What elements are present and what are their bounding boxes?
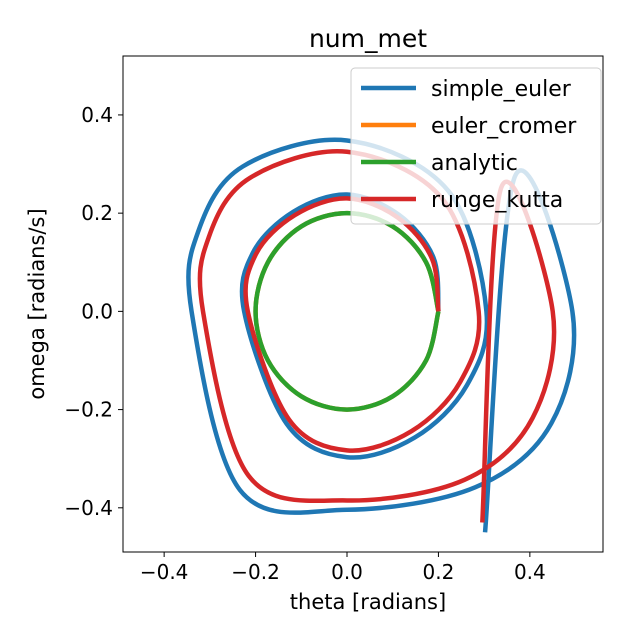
y-tick-label: 0.0 [81, 299, 113, 323]
series-line-simple-euler [186, 137, 577, 533]
x-tick-label: 0.2 [423, 560, 455, 584]
y-axis: −0.4 −0.2 0.0 0.2 0.4 [64, 103, 123, 520]
y-tick-label: −0.4 [64, 496, 113, 520]
x-tick-label: −0.2 [231, 560, 280, 584]
series-line-analytic [253, 210, 441, 412]
y-tick-label: 0.4 [81, 103, 113, 127]
plot-frame [122, 55, 604, 553]
x-tick-label: −0.4 [140, 560, 189, 584]
y-tick-label: 0.2 [81, 201, 113, 225]
legend: simple_euler euler_cromer analytic runge_ku… [350, 67, 602, 225]
x-axis: −0.4 −0.2 0.0 0.2 0.4 [140, 552, 546, 584]
y-axis-label: omega [radians/s] [25, 208, 49, 399]
x-axis-label: theta [radians] [290, 590, 446, 614]
legend-label-simple-euler: simple_euler [431, 77, 572, 102]
legend-label-euler-cromer: euler_cromer [431, 114, 577, 139]
y-tick-label: −0.2 [64, 398, 113, 422]
x-tick-label: 0.4 [514, 560, 546, 584]
x-tick-label: 0.0 [331, 560, 363, 584]
legend-label-runge-kutta: runge_kutta [431, 188, 563, 213]
chart-title: num_met [309, 24, 427, 53]
legend-label-analytic: analytic [431, 151, 518, 176]
legend-box [350, 67, 602, 225]
